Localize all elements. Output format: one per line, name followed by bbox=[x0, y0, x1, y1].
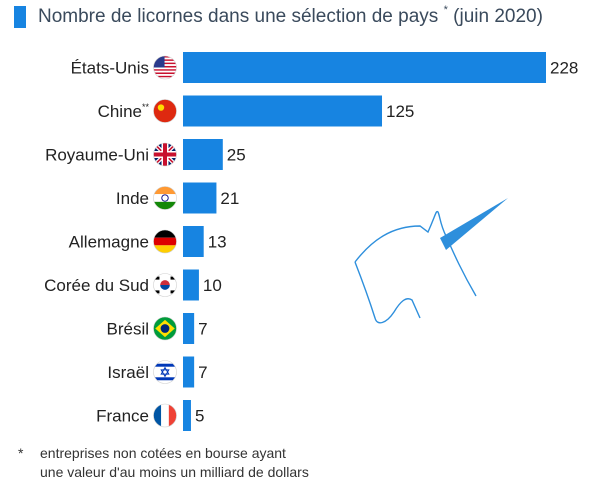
bar bbox=[183, 139, 223, 170]
unicorn-outline-face bbox=[354, 261, 421, 324]
footnote: * entreprises non cotées en bourse ayant… bbox=[18, 444, 309, 482]
bar bbox=[183, 226, 204, 257]
title-asterisk: * bbox=[443, 4, 448, 16]
bar bbox=[183, 95, 383, 127]
category-label: Israël bbox=[107, 363, 149, 382]
value-label: 7 bbox=[198, 363, 207, 382]
footnote-line-2: une valeur d'au moins un milliard de dol… bbox=[40, 464, 309, 480]
value-label: 10 bbox=[203, 276, 222, 295]
title-date: (juin 2020) bbox=[453, 6, 543, 27]
flag-germany-icon bbox=[153, 230, 177, 253]
value-label: 125 bbox=[386, 102, 414, 121]
unicorn-outline-back bbox=[354, 210, 477, 297]
flag-south-korea-icon bbox=[153, 273, 177, 297]
value-label: 25 bbox=[227, 146, 246, 165]
flag-usa-icon bbox=[153, 56, 177, 79]
unicorn-horn bbox=[440, 198, 508, 250]
flag-india-icon bbox=[153, 186, 177, 210]
flag-uk-icon bbox=[153, 143, 177, 166]
flag-france-icon bbox=[153, 404, 177, 427]
title-text: Nombre de licornes dans une sélection de… bbox=[38, 6, 439, 27]
unicorn-head-icon bbox=[354, 198, 508, 324]
category-label: Royaume-Uni bbox=[45, 146, 149, 165]
value-label: 7 bbox=[198, 320, 207, 339]
value-label: 21 bbox=[220, 189, 239, 208]
value-label: 13 bbox=[208, 233, 227, 252]
category-label: Allemagne bbox=[69, 233, 149, 252]
value-label: 5 bbox=[195, 407, 204, 426]
bar bbox=[183, 269, 199, 301]
category-label: Corée du Sud bbox=[44, 276, 149, 295]
bar bbox=[183, 313, 195, 344]
bar bbox=[183, 182, 217, 214]
bar bbox=[183, 400, 191, 431]
bar bbox=[183, 52, 546, 83]
chart-title: Nombre de licornes dans une sélection de… bbox=[14, 4, 543, 30]
footnote-marker: * bbox=[18, 445, 24, 461]
category-label: France bbox=[96, 407, 149, 426]
category-label: Inde bbox=[116, 189, 149, 208]
bar-chart: États-Unis 228 Chine** 125 Royaume-Uni 25 Inde… bbox=[44, 52, 578, 431]
value-label: 228 bbox=[550, 59, 578, 78]
category-label: Chine** bbox=[98, 102, 150, 121]
flag-israel-icon bbox=[153, 360, 177, 384]
category-label: Brésil bbox=[106, 320, 149, 339]
flag-brazil-icon bbox=[153, 317, 177, 340]
category-label: États-Unis bbox=[71, 59, 149, 78]
footnote-line-1: entreprises non cotées en bourse ayant bbox=[40, 445, 286, 461]
flag-china-icon bbox=[153, 99, 177, 123]
bar bbox=[183, 356, 195, 388]
title-marker bbox=[14, 6, 26, 28]
